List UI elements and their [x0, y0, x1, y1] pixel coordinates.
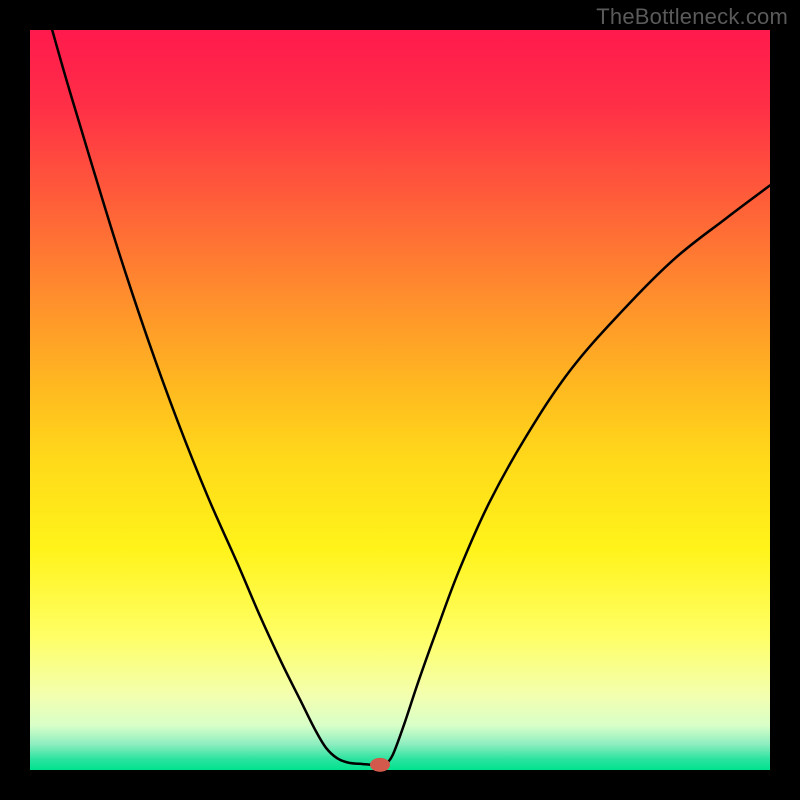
watermark-text: TheBottleneck.com [596, 4, 788, 30]
bottleneck-marker [370, 758, 390, 772]
bottleneck-chart [0, 0, 800, 800]
gradient-background [30, 30, 770, 770]
chart-container: TheBottleneck.com [0, 0, 800, 800]
